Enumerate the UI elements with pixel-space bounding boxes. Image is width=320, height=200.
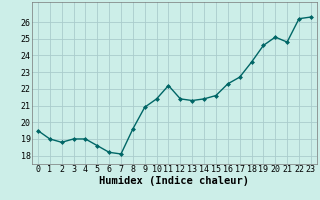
X-axis label: Humidex (Indice chaleur): Humidex (Indice chaleur) (100, 176, 249, 186)
